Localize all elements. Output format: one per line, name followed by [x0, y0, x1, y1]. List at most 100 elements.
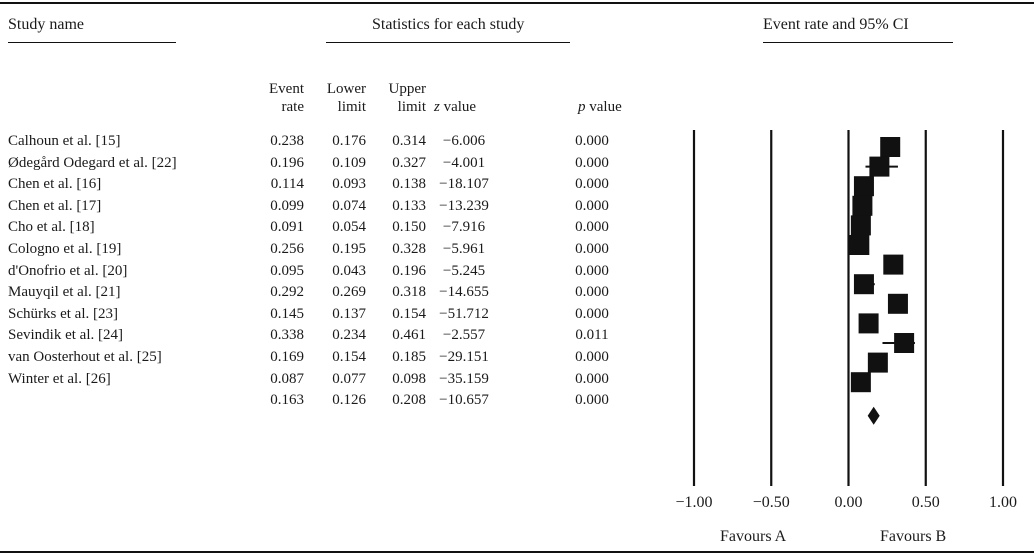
cell-event-rate: 0.238 — [270, 133, 304, 149]
cell-z-value: −29.151 — [439, 349, 489, 365]
effect-square — [883, 254, 904, 275]
cell-upper-limit: 0.150 — [392, 219, 426, 236]
cell-z-value: −5.961 — [442, 241, 486, 257]
effect-square — [850, 372, 871, 393]
cell-study-name: Winter et al. [26] — [8, 370, 111, 387]
effect-square — [858, 313, 879, 334]
cell-p-value: 0.011 — [575, 327, 609, 344]
cell-upper-limit: 0.138 — [392, 176, 426, 193]
cell-upper-limit: 0.327 — [392, 154, 426, 171]
cell-lower-limit: 0.093 — [332, 176, 366, 193]
cell-lower-limit: 0.154 — [332, 349, 366, 365]
cell-z-value: −10.657 — [439, 392, 489, 409]
effect-square — [850, 215, 871, 236]
header-plot-title-underline — [763, 42, 953, 43]
header-study-name: Study name — [8, 16, 84, 33]
header-statistics-underline — [326, 42, 570, 43]
cell-study-name: Chen et al. [16] — [8, 176, 102, 193]
cell-lower-limit: 0.109 — [332, 154, 366, 171]
effect-square — [867, 352, 888, 373]
cell-upper-limit: 0.196 — [392, 262, 426, 279]
cell-event-rate: 0.099 — [270, 197, 304, 214]
cell-event-rate: 0.145 — [270, 305, 304, 322]
cell-study-name: Cologno et al. [19] — [8, 241, 122, 257]
cell-event-rate: 0.169 — [270, 349, 304, 365]
cell-z-value: −13.239 — [439, 197, 489, 214]
cell-event-rate: 0.087 — [270, 370, 304, 387]
cell-upper-limit: 0.154 — [392, 305, 426, 322]
cell-p-value: 0.000 — [575, 176, 609, 193]
col-lower-limit-line2: limit — [337, 99, 366, 115]
col-p-value: p value — [578, 98, 622, 116]
cell-z-value: −14.655 — [439, 284, 489, 301]
cell-p-value: 0.000 — [575, 241, 609, 257]
cell-p-value: 0.000 — [575, 349, 609, 365]
bottom-rule — [0, 551, 1034, 553]
col-z-value-symbol: z — [434, 99, 440, 115]
col-p-value-symbol: p — [578, 99, 586, 115]
x-tick-label: −1.00 — [675, 494, 713, 511]
cell-study-name: d'Onofrio et al. [20] — [8, 262, 128, 279]
effect-square — [894, 333, 915, 353]
cell-z-value: −5.245 — [442, 262, 486, 279]
x-tick-label: 0.50 — [911, 494, 940, 511]
cell-z-value: −4.001 — [442, 154, 486, 171]
col-event-rate-line1: Event — [269, 81, 304, 97]
effect-square — [853, 274, 874, 295]
cell-upper-limit: 0.208 — [392, 392, 426, 409]
x-tick-label: 0.00 — [834, 494, 863, 511]
top-rule — [0, 2, 1034, 4]
cell-z-value: −35.159 — [439, 370, 489, 387]
cell-lower-limit: 0.043 — [332, 262, 366, 279]
cell-upper-limit: 0.328 — [392, 241, 426, 257]
favours-b-label: Favours B — [880, 528, 947, 545]
cell-study-name: Schürks et al. [23] — [8, 305, 118, 322]
header-study-name-underline — [8, 42, 176, 43]
cell-lower-limit: 0.195 — [332, 241, 366, 257]
cell-study-name: Mauyqil et al. [21] — [8, 284, 121, 301]
col-lower-limit-line1: Lower — [326, 81, 366, 97]
effect-square — [853, 176, 874, 197]
col-event-rate-line2: rate — [281, 99, 304, 115]
cell-lower-limit: 0.176 — [332, 133, 366, 149]
cell-lower-limit: 0.054 — [332, 219, 366, 236]
cell-upper-limit: 0.461 — [392, 327, 426, 344]
cell-upper-limit: 0.185 — [392, 349, 426, 365]
effect-square — [887, 293, 908, 314]
cell-study-name: Ødegård Odegard et al. [22] — [8, 154, 177, 171]
cell-lower-limit: 0.077 — [332, 370, 366, 387]
col-z-value-word: value — [439, 99, 477, 115]
cell-p-value: 0.000 — [575, 305, 609, 322]
cell-z-value: −6.006 — [442, 133, 486, 149]
cell-p-value: 0.000 — [575, 154, 609, 171]
summary-diamond — [867, 406, 880, 425]
header-plot-title: Event rate and 95% CI — [763, 16, 909, 33]
cell-event-rate: 0.091 — [270, 219, 304, 236]
effect-square — [880, 137, 901, 157]
cell-upper-limit: 0.314 — [392, 133, 426, 149]
cell-upper-limit: 0.318 — [392, 284, 426, 301]
cell-p-value: 0.000 — [575, 262, 609, 279]
cell-z-value: −2.557 — [442, 327, 486, 344]
cell-p-value: 0.000 — [575, 370, 609, 387]
col-upper-limit-line1: Upper — [388, 81, 427, 97]
header-statistics: Statistics for each study — [372, 16, 525, 33]
cell-p-value: 0.000 — [575, 392, 609, 409]
cell-z-value: −18.107 — [439, 176, 489, 193]
col-z-value: z value — [434, 98, 476, 116]
cell-lower-limit: 0.269 — [332, 284, 366, 301]
favours-a-label: Favours A — [720, 528, 787, 545]
cell-event-rate: 0.163 — [270, 392, 304, 409]
col-upper-limit-line2: limit — [397, 99, 426, 115]
cell-lower-limit: 0.074 — [332, 197, 366, 214]
cell-event-rate: 0.292 — [270, 284, 304, 301]
cell-lower-limit: 0.234 — [332, 327, 366, 344]
cell-p-value: 0.000 — [575, 197, 609, 214]
cell-p-value: 0.000 — [575, 219, 609, 236]
cell-upper-limit: 0.133 — [392, 197, 426, 214]
cell-z-value: −51.712 — [439, 305, 489, 322]
cell-event-rate: 0.196 — [270, 154, 304, 171]
cell-study-name: Sevindik et al. [24] — [8, 327, 123, 344]
